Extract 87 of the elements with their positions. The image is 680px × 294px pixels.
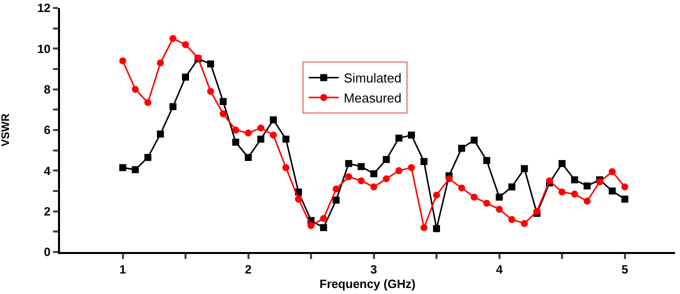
- point: [144, 154, 152, 161]
- y-tick-label: 6: [44, 123, 51, 138]
- point: [358, 177, 365, 184]
- point: [382, 175, 390, 182]
- y-tick-label: 0: [44, 245, 51, 260]
- point: [320, 224, 328, 232]
- y-tick-label: 12: [37, 1, 51, 16]
- point: [508, 216, 516, 223]
- point: [395, 167, 402, 174]
- point: [470, 194, 478, 201]
- legend-label: Simulated: [344, 70, 402, 86]
- point: [132, 86, 139, 93]
- point: [458, 144, 466, 152]
- point: [345, 173, 352, 180]
- point: [571, 176, 578, 184]
- point: [621, 183, 628, 190]
- point: [119, 164, 126, 172]
- point: [182, 74, 190, 81]
- point: [156, 59, 164, 66]
- x-axis-title: Frequency (GHz): [319, 276, 416, 291]
- point: [332, 196, 340, 204]
- point: [232, 138, 240, 146]
- point: [621, 196, 628, 203]
- point: [232, 126, 240, 134]
- point: [608, 188, 616, 194]
- x-tick-label: 4: [496, 262, 503, 276]
- point: [408, 164, 415, 172]
- point: [446, 175, 453, 182]
- point: [558, 160, 566, 168]
- point: [156, 130, 164, 138]
- point: [244, 154, 252, 161]
- point: [558, 188, 566, 196]
- point: [132, 166, 139, 174]
- point: [370, 183, 378, 190]
- legend-label: Measured: [344, 90, 402, 106]
- y-tick-label: 2: [44, 204, 51, 219]
- point: [496, 194, 503, 201]
- point: [169, 35, 176, 42]
- point: [345, 160, 352, 168]
- point: [207, 60, 214, 68]
- point: [608, 168, 616, 176]
- x-tick-label: 2: [244, 262, 252, 276]
- point: [294, 196, 302, 203]
- point: [483, 157, 490, 164]
- point: [520, 220, 528, 228]
- point: [420, 158, 428, 166]
- point: [584, 198, 591, 205]
- point: [483, 200, 490, 207]
- point: [308, 222, 315, 230]
- point: [395, 134, 402, 142]
- y-tick-label: 8: [44, 82, 51, 97]
- point: [257, 124, 264, 132]
- x-tick-label: 3: [370, 262, 378, 276]
- point: [119, 57, 126, 64]
- point: [332, 185, 340, 192]
- point: [382, 156, 390, 163]
- point: [508, 183, 516, 190]
- x-tick-label: 5: [621, 262, 628, 276]
- point: [207, 88, 214, 95]
- point: [470, 136, 478, 144]
- y-tick-label: 10: [37, 42, 51, 56]
- point: [433, 225, 440, 232]
- point: [144, 99, 152, 106]
- point: [458, 184, 466, 192]
- y-tick-label: 4: [44, 164, 51, 178]
- point: [433, 192, 440, 199]
- y-axis-title: VSWR: [0, 113, 12, 146]
- point: [358, 163, 365, 170]
- point: [370, 170, 378, 178]
- point: [257, 136, 264, 143]
- point: [282, 164, 290, 172]
- point: [270, 132, 277, 139]
- point: [270, 116, 277, 124]
- point: [182, 41, 190, 48]
- point: [520, 165, 528, 172]
- point: [282, 136, 290, 143]
- point: [169, 103, 176, 110]
- point: [408, 132, 415, 139]
- point: [220, 110, 227, 118]
- point: [220, 98, 227, 106]
- point: [420, 224, 428, 232]
- x-tick-label: 1: [119, 262, 126, 276]
- point: [571, 190, 578, 198]
- point: [244, 130, 252, 137]
- point: [320, 214, 328, 222]
- point: [496, 206, 503, 213]
- point: [584, 182, 591, 190]
